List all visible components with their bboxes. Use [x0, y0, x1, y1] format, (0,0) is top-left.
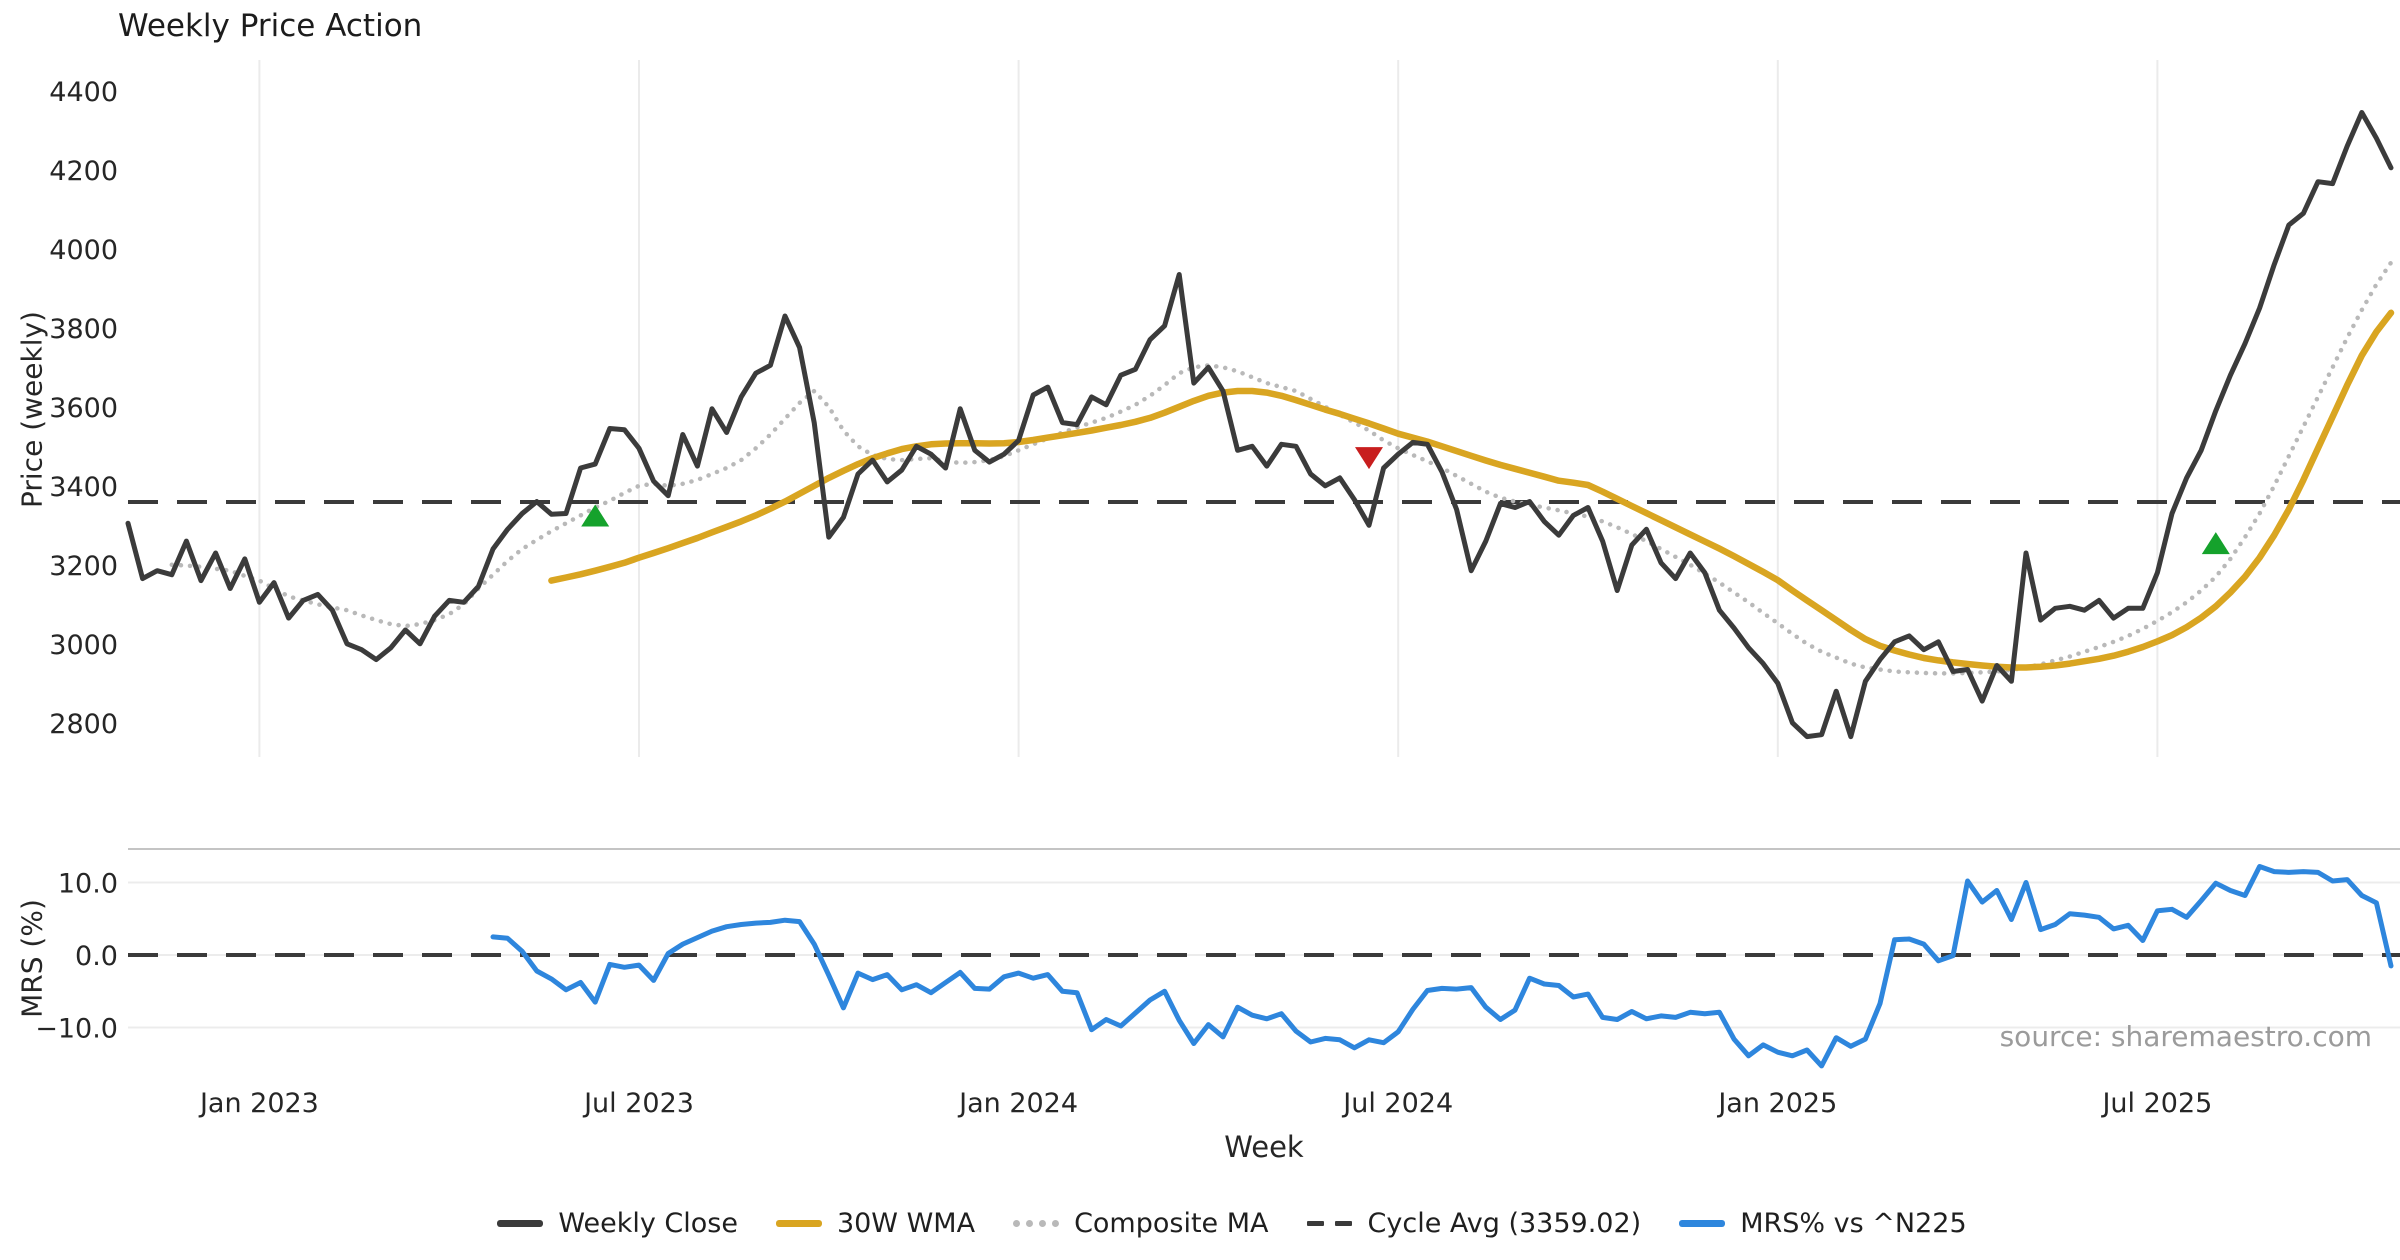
mrs-ytick-label: −10.0: [35, 1014, 118, 1045]
legend-swatch-dashed: [1306, 1221, 1353, 1226]
price-ytick-label: 4000: [49, 235, 118, 266]
legend-swatch-solid: [497, 1220, 544, 1227]
price-axis-label: Price (weekly): [15, 311, 49, 508]
x-tick-label: Jul 2024: [1341, 1088, 1453, 1119]
legend-item-cycle-avg-3359-02-: Cycle Avg (3359.02): [1306, 1208, 1642, 1239]
price-ytick-label: 3800: [49, 314, 118, 345]
price-ytick-label: 3200: [49, 551, 118, 582]
legend-label: Composite MA: [1074, 1208, 1269, 1239]
x-tick-label: Jan 2024: [957, 1088, 1078, 1119]
chart-title: Weekly Price Action: [118, 8, 423, 44]
mrs-ytick-label: 0.0: [75, 941, 118, 972]
legend-swatch-solid: [1679, 1220, 1726, 1227]
legend-dash: [1306, 1221, 1324, 1226]
legend-label: MRS% vs ^N225: [1740, 1208, 1967, 1239]
legend-item-weekly-close: Weekly Close: [497, 1208, 738, 1239]
buy-signal-marker: [2201, 532, 2230, 555]
price-ytick-label: 2800: [49, 709, 118, 740]
price-ytick-label: 4200: [49, 156, 118, 187]
composite-ma-line: [169, 260, 2394, 676]
legend-item-composite-ma: Composite MA: [1013, 1208, 1269, 1239]
wma-30w-line: [548, 309, 2395, 671]
mrs-axis-label: MRS (%): [15, 899, 49, 1018]
buy-signal-marker: [581, 504, 610, 527]
price-ytick-label: 3000: [49, 630, 118, 661]
x-tick-label: Jan 2023: [198, 1088, 319, 1119]
mrs-ytick-label: 10.0: [58, 869, 118, 900]
legend-swatch-dotted: [1013, 1220, 1060, 1227]
legend-dash: [1334, 1221, 1352, 1226]
price-ytick-label: 3400: [49, 472, 118, 503]
x-tick-label: Jul 2025: [2100, 1088, 2212, 1119]
legend-item-mrs-vs-n225: MRS% vs ^N225: [1679, 1208, 1967, 1239]
legend-label: 30W WMA: [836, 1208, 976, 1239]
x-tick-label: Jul 2023: [582, 1088, 694, 1119]
legend-item-30w-wma: 30W WMA: [775, 1208, 976, 1239]
x-tick-label: Jan 2025: [1716, 1088, 1837, 1119]
x-axis-label: Week: [1224, 1130, 1304, 1164]
price-ytick-label: 4400: [49, 77, 118, 108]
source-note: source: sharemaestro.com: [1999, 1020, 2372, 1053]
sell-signal-marker: [1355, 447, 1383, 470]
legend-label: Cycle Avg (3359.02): [1367, 1208, 1642, 1239]
legend: Weekly Close 30W WMA Composite MA Cycle Avg…: [64, 1208, 2400, 1239]
price-ytick-label: 3600: [49, 393, 118, 424]
legend-label: Weekly Close: [558, 1208, 738, 1239]
mrs-line: [490, 864, 2394, 1069]
weekly-close-line: [125, 110, 2394, 740]
legend-swatch-solid: [775, 1220, 822, 1227]
